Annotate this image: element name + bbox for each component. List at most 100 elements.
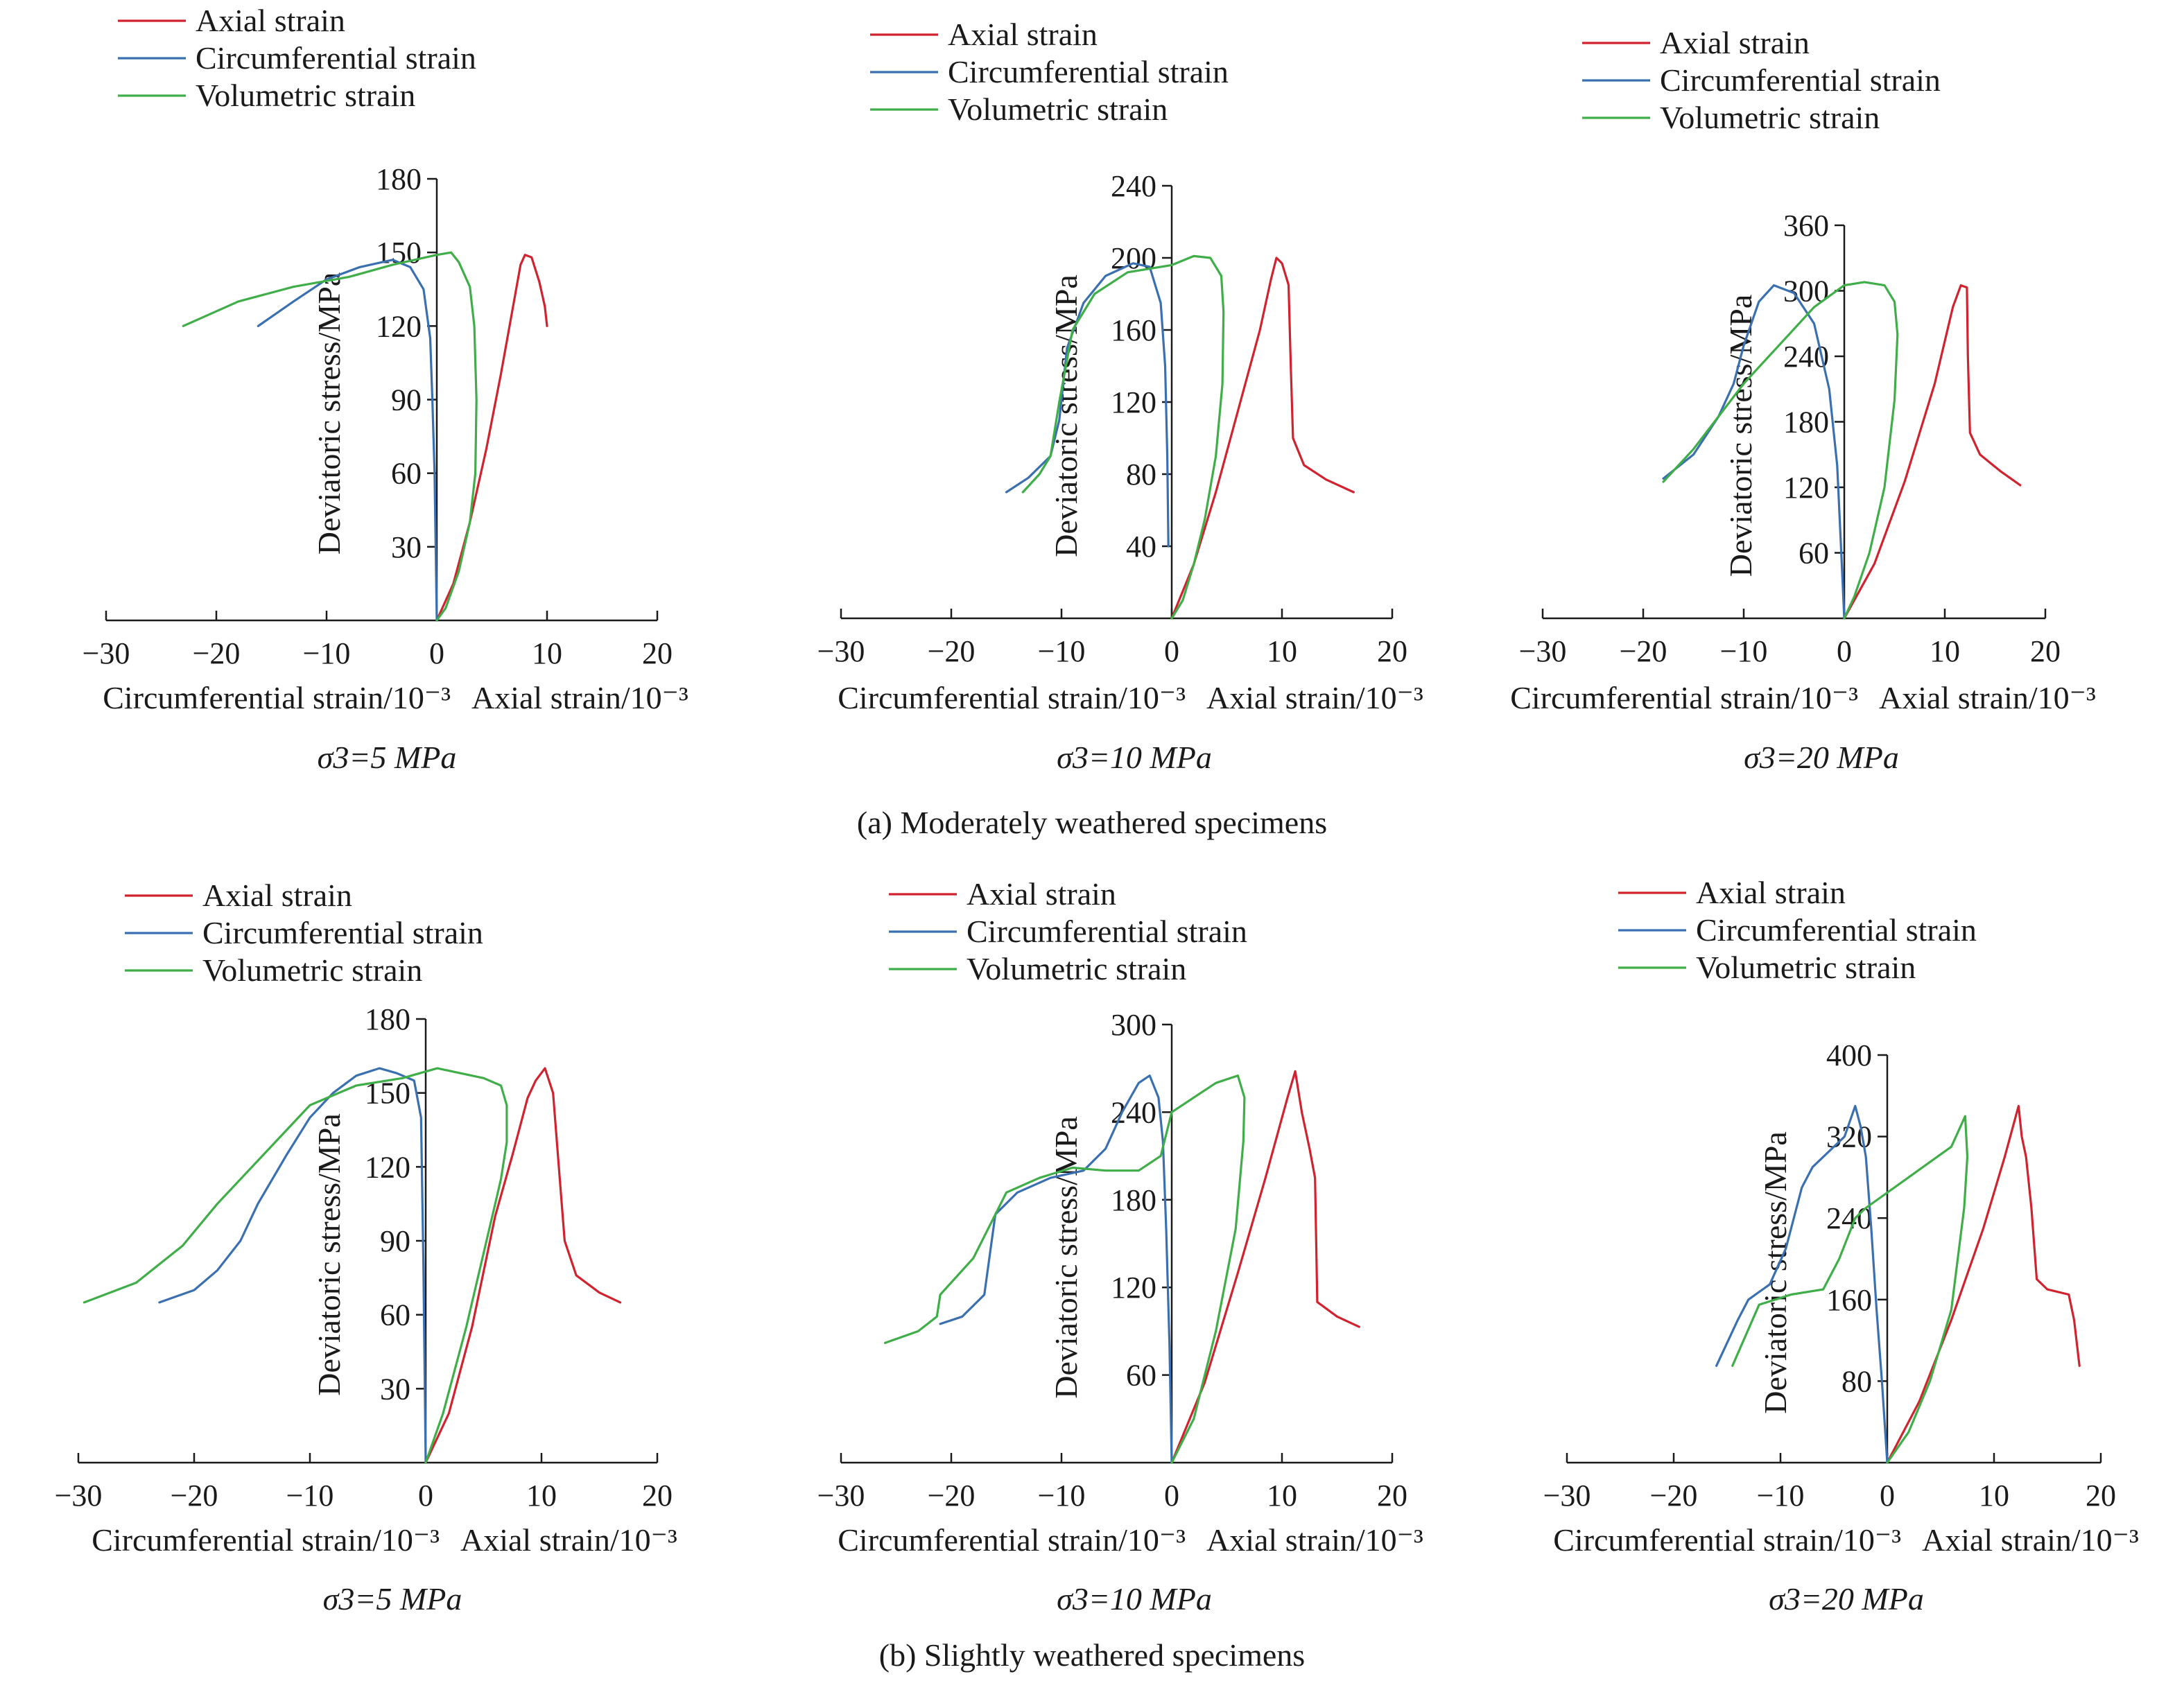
series-line-volumetric — [884, 1074, 1246, 1464]
x-tick-label: 20 — [642, 636, 673, 670]
x-tick-label: −10 — [286, 1479, 334, 1513]
x-axis-label-axial: Axial strain/10⁻³ — [1206, 1522, 1423, 1558]
confining-pressure-label: σ3=5 MPa — [318, 740, 457, 775]
x-tick-label: 10 — [1267, 634, 1297, 668]
y-tick-label: 30 — [380, 1372, 410, 1406]
x-tick-label: 10 — [532, 636, 562, 670]
confining-pressure-label: σ3=5 MPa — [323, 1581, 462, 1617]
y-axis-label: Deviatoric stress/MPa — [1048, 1116, 1084, 1399]
y-tick-label: 90 — [380, 1224, 410, 1258]
x-axis-label-circumferential: Circumferential strain/10⁻³ — [103, 680, 451, 715]
chart-panel-1: −30 −20 −10 0 10 20 30 60 90 120 150 180 Deviatoric … — [83, 3, 688, 775]
x-axis-label-axial: Axial strain/10⁻³ — [1922, 1522, 2139, 1558]
y-tick-label: 90 — [391, 383, 422, 417]
caption-moderately-weathered: (a) Moderately weathered specimens — [857, 805, 1327, 840]
y-tick-label: 40 — [1126, 530, 1156, 564]
x-axis-label-axial: Axial strain/10⁻³ — [1879, 680, 2096, 715]
x-axis-label-axial: Axial strain/10⁻³ — [1206, 680, 1423, 715]
x-tick-label: −10 — [1038, 1479, 1086, 1513]
chart-panel-3: −30 −20 −10 0 10 2060120180240300360Deviatori… — [1510, 25, 2096, 775]
y-tick-label: 300 — [1111, 1008, 1156, 1042]
x-tick-label: 0 — [1837, 634, 1852, 668]
y-axis-label: Deviatoric stress/MPa — [311, 1113, 347, 1396]
series-line-axial — [435, 254, 548, 622]
series-line-circumferential — [939, 1074, 1173, 1464]
confining-pressure-label: σ3=10 MPa — [1057, 740, 1212, 775]
x-tick-label: −10 — [1720, 634, 1768, 668]
caption-slightly-weathered: (b) Slightly weathered specimens — [879, 1637, 1305, 1673]
x-tick-label: 10 — [1267, 1479, 1297, 1513]
y-tick-label: 180 — [1783, 406, 1829, 439]
y-tick-label: 80 — [1841, 1364, 1872, 1398]
x-tick-label: −20 — [1620, 634, 1667, 668]
series-line-volumetric — [1731, 1115, 1969, 1464]
legend-label-volumetric: Volumetric strain — [196, 78, 415, 113]
y-tick-label: 180 — [376, 162, 422, 196]
series-line-circumferential — [158, 1067, 427, 1464]
legend-label-circumferential: Circumferential strain — [1660, 62, 1941, 98]
y-tick-label: 120 — [365, 1150, 410, 1184]
x-tick-label: 0 — [418, 1479, 433, 1513]
legend-label-axial: Axial strain — [967, 876, 1116, 912]
legend-label-axial: Axial strain — [1660, 25, 1810, 60]
x-axis-label-circumferential: Circumferential strain/10⁻³ — [1510, 680, 1858, 715]
x-tick-label: −20 — [1650, 1479, 1698, 1513]
chart-panel-5: −30 −20 −10 0 10 20 60 120 180 240 300 Deviatoric s… — [817, 876, 1423, 1617]
x-axis-label-axial: Axial strain/10⁻³ — [460, 1522, 677, 1558]
x-axis-label-axial: Axial strain/10⁻³ — [471, 680, 688, 715]
y-tick-label: 360 — [1783, 209, 1829, 243]
legend-label-circumferential: Circumferential strain — [1696, 912, 1977, 948]
y-tick-label: 80 — [1126, 458, 1156, 491]
x-tick-label: −10 — [1757, 1479, 1805, 1513]
x-tick-label: −10 — [303, 636, 351, 670]
series-line-axial — [1843, 284, 2022, 620]
chart-panel-2: −30 −20 −10 0 10 204080120160200240Deviatoric… — [817, 17, 1423, 775]
x-tick-label: −20 — [193, 636, 241, 670]
legend-label-axial: Axial strain — [202, 878, 352, 913]
series-line-volumetric — [182, 251, 478, 622]
legend-label-circumferential: Circumferential strain — [948, 54, 1229, 89]
y-tick-label: 240 — [1111, 1095, 1156, 1129]
x-tick-label: 10 — [1930, 634, 1960, 668]
y-tick-label: 60 — [1126, 1359, 1156, 1393]
x-tick-label: 10 — [1979, 1479, 2009, 1513]
y-tick-label: 180 — [365, 1002, 410, 1036]
x-tick-label: 10 — [526, 1479, 557, 1513]
x-tick-label: 0 — [1164, 634, 1179, 668]
x-tick-label: −30 — [83, 636, 130, 670]
series-line-axial — [1170, 1070, 1360, 1464]
x-tick-label: −30 — [817, 634, 865, 668]
chart-panels: −30 −20 −10 0 10 20 30 60 90 120 150 180 Deviatoric … — [55, 3, 2139, 1617]
chart-panel-4: −30 −20 −10 0 10 20306090120150180Deviatoric … — [55, 878, 677, 1617]
y-tick-label: 120 — [376, 309, 422, 343]
x-tick-label: 0 — [429, 636, 444, 670]
x-tick-label: −20 — [928, 634, 976, 668]
y-tick-label: 30 — [391, 530, 422, 564]
x-tick-label: 20 — [1377, 1479, 1407, 1513]
legend-label-axial: Axial strain — [948, 17, 1098, 52]
x-tick-label: −20 — [928, 1479, 976, 1513]
confining-pressure-label: σ3=10 MPa — [1057, 1581, 1212, 1617]
y-tick-label: 240 — [1826, 1201, 1872, 1235]
confining-pressure-label: σ3=20 MPa — [1744, 740, 1899, 775]
series-line-circumferential — [257, 259, 438, 622]
x-tick-label: 20 — [642, 1479, 673, 1513]
y-tick-label: 160 — [1826, 1283, 1872, 1317]
x-tick-label: −30 — [55, 1479, 103, 1513]
x-axis-label-circumferential: Circumferential strain/10⁻³ — [92, 1522, 440, 1558]
x-tick-label: −30 — [1543, 1479, 1591, 1513]
x-tick-label: 0 — [1880, 1479, 1895, 1513]
x-axis-label-circumferential: Circumferential strain/10⁻³ — [838, 680, 1186, 715]
y-tick-label: 150 — [376, 236, 422, 270]
x-tick-label: 20 — [2030, 634, 2061, 668]
y-tick-label: 160 — [1111, 313, 1156, 347]
legend-label-volumetric: Volumetric strain — [1660, 100, 1880, 135]
legend-label-axial: Axial strain — [1696, 875, 1846, 910]
y-tick-label: 400 — [1826, 1038, 1872, 1072]
x-tick-label: 20 — [2086, 1479, 2116, 1513]
y-tick-label: 120 — [1783, 471, 1829, 505]
x-tick-label: −10 — [1038, 634, 1086, 668]
y-tick-label: 60 — [391, 457, 422, 491]
